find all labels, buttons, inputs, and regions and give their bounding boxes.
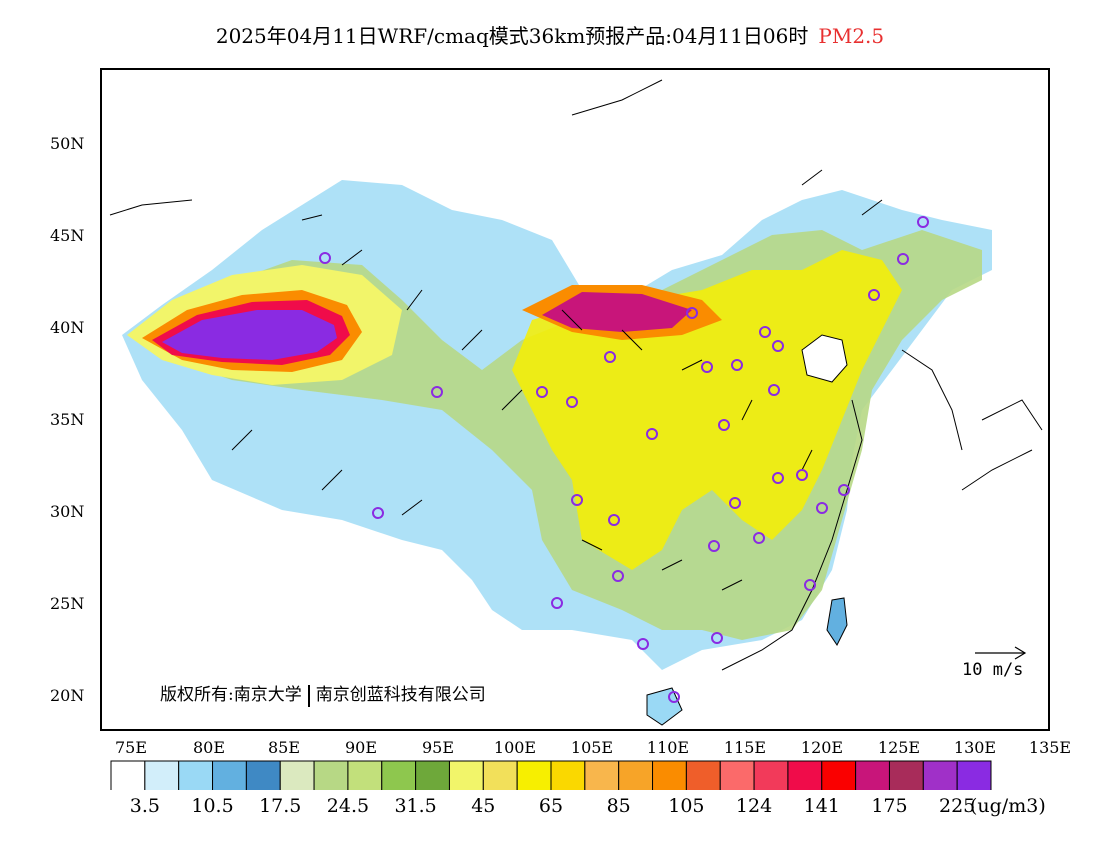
colorbar-label: 24.5 [326,795,370,817]
colorbar-label: 31.5 [394,795,437,817]
colorbar-swatch [618,760,654,790]
lon-label-125e: 125E [877,738,921,757]
tarim-purple-core [162,310,337,360]
colorbar-swatch [550,760,586,790]
colorbar-swatch [787,760,823,790]
colorbar-label: 17.5 [259,795,302,817]
colorbar-label: 124 [735,795,773,817]
wind-reference-label: 10 m/s [962,660,1024,680]
lat-label-50n: 50N [50,134,85,153]
mongolia-magenta-core [542,292,692,332]
colorbar-swatch [482,760,518,790]
colorbar-swatch [685,760,721,790]
lon-label-135e: 135E [1028,738,1072,757]
copyright-left: 版权所有:南京大学 [160,685,302,705]
colorbar-swatch [448,760,484,790]
lon-label-105e: 105E [570,738,614,757]
pm25-map [109,79,1043,726]
colorbar-swatch [381,760,417,790]
colorbar-label: 3.5 [129,795,160,817]
map-title: 2025年04月11日WRF/cmaq模式36km预报产品:04月11日06时 P… [0,20,1100,49]
lon-label-80e: 80E [192,738,226,757]
title-main: 2025年04月11日WRF/cmaq模式36km预报产品:04月11日06时 [215,24,809,48]
colorbar-label: 141 [803,795,840,817]
copyright-separator [307,684,310,707]
colorbar-swatch [110,760,146,790]
colorbar-swatch [415,760,450,790]
copyright-text: 版权所有:南京大学 南京创蓝科技有限公司 [160,680,486,707]
colorbar-swatch [245,760,281,790]
lon-label-100e: 100E [493,738,537,757]
korea-japan-outline [901,349,1043,491]
colorbar-swatch [922,760,958,790]
bohai-sea [801,334,848,383]
colorbar-swatch [855,760,890,790]
map-frame [100,68,1050,731]
colorbar-swatch [144,760,180,790]
lat-label-45n: 45N [50,226,85,245]
colorbar-label: 85 [606,795,631,817]
colorbar-swatch [753,760,789,790]
lat-label-35n: 35N [50,410,85,429]
colorbar-swatch [212,760,247,790]
lon-label-95e: 95E [421,738,455,757]
colorbar-swatch [584,760,620,790]
lon-label-90e: 90E [344,738,378,757]
colorbar-swatch [516,760,552,790]
hainan-island [646,687,683,726]
taiwan-island [826,597,848,646]
kamchatka-outline [109,79,663,216]
colorbar-label: 45 [471,795,496,817]
colorbar-label: 65 [538,795,564,817]
lon-label-110e: 110E [646,738,690,757]
lat-label-20n: 20N [50,686,85,705]
lon-label-130e: 130E [953,738,997,757]
lat-label-40n: 40N [50,318,85,337]
wind-reference-arrow [975,646,1027,660]
wind-vectors [231,169,883,591]
copyright-right: 南京创蓝科技有限公司 [315,685,486,705]
lon-label-85e: 85E [267,738,301,757]
colorbar-label: 225 [939,795,976,817]
colorbar-swatch [178,760,214,790]
colorbar-swatch [719,760,755,790]
monitoring-site-markers [319,216,929,703]
colorbar-swatch [956,760,992,790]
lon-label-75e: 75E [114,738,148,757]
lon-label-120e: 120E [800,738,844,757]
lat-label-25n: 25N [50,594,85,613]
colorbar-swatch [313,760,349,790]
colorbar-swatch [347,760,383,790]
colorbar-unit: (ug/m3) [970,795,1046,817]
colorbar-swatch [279,760,315,790]
colorbar-label: 105 [668,795,705,817]
colorbar-swatch [888,760,924,790]
lon-label-115e: 115E [723,738,767,757]
colorbar-label: 10.5 [191,795,234,817]
colorbar-swatch [652,760,687,790]
lat-label-30n: 30N [50,502,85,521]
title-species: PM2.5 [818,24,885,48]
coastline [721,399,863,671]
colorbar-swatch [821,760,857,790]
colorbar-label: 175 [871,795,908,817]
colorbar [110,760,992,790]
